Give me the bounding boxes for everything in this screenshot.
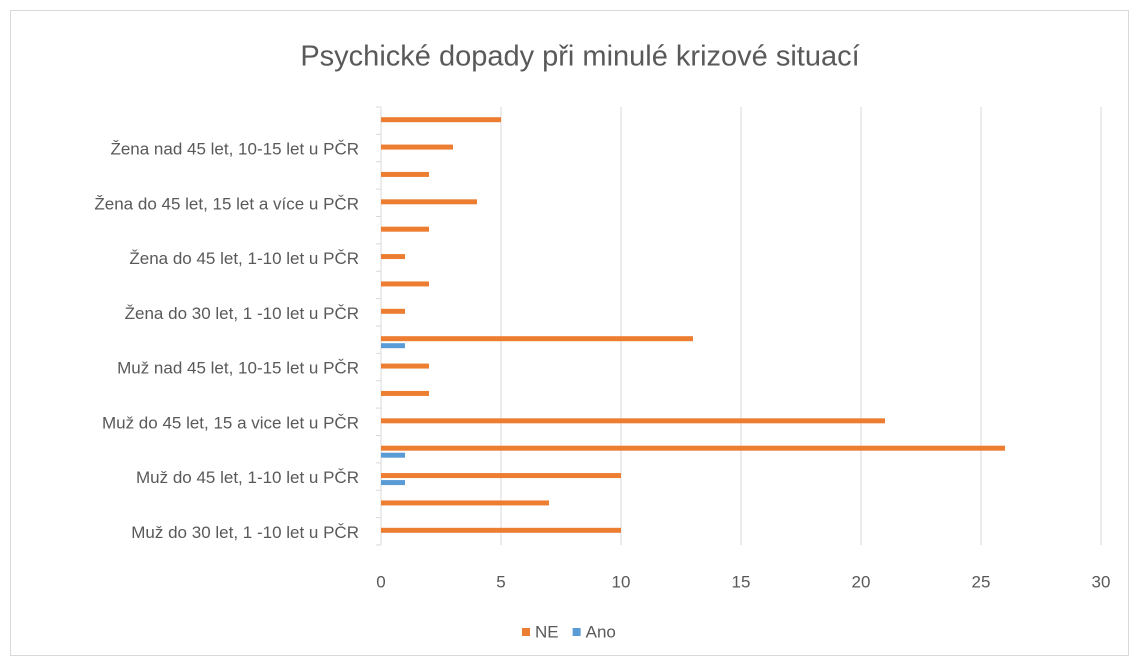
- x-tick-label: 30: [1092, 572, 1111, 591]
- y-tick-label: Muž do 30 let, 1 -10 let u PČR: [131, 523, 359, 542]
- x-tick-label: 20: [852, 572, 871, 591]
- chart-border: [10, 10, 1129, 656]
- y-tick-label: Žena do 45 let, 1-10 let u PČR: [129, 249, 359, 268]
- bar: [381, 390, 429, 396]
- y-tick-label: Žena nad 45 let, 10-15 let u PČR: [110, 140, 359, 159]
- x-tick-label: 0: [376, 572, 385, 591]
- bar: [381, 336, 693, 342]
- bar: [381, 144, 453, 150]
- x-tick-label: 10: [612, 572, 631, 591]
- bar: [381, 363, 429, 369]
- y-tick-label: Muž do 45 let, 1-10 let u PČR: [136, 468, 359, 487]
- legend-swatch: [572, 628, 581, 636]
- bar: [381, 418, 885, 424]
- bar: [381, 343, 405, 349]
- x-tick-label: 5: [496, 572, 505, 591]
- bar: [381, 171, 429, 177]
- bar: [381, 527, 621, 533]
- y-tick-label: Muž do 45 let, 15 a vice let u PČR: [102, 413, 359, 432]
- y-tick-label: Žena do 45 let, 15 let a více u PČR: [94, 194, 359, 213]
- legend-swatch: [522, 628, 530, 636]
- y-tick-label: Žena do 30 let, 1 -10 let u PČR: [125, 304, 359, 323]
- bar: [381, 308, 405, 314]
- legend-label: Ano: [586, 622, 616, 641]
- bar: [381, 500, 549, 506]
- y-tick-label: Muž nad 45 let, 10-15 let u PČR: [117, 359, 359, 378]
- x-tick-label: 25: [972, 572, 991, 591]
- bar: [381, 281, 429, 287]
- bar: [381, 480, 405, 486]
- bar: [381, 199, 477, 205]
- bar: [381, 473, 621, 479]
- legend-label: NE: [535, 622, 559, 641]
- bar: [381, 254, 405, 260]
- x-tick-label: 15: [732, 572, 751, 591]
- bar: [381, 226, 429, 232]
- bar: [381, 117, 501, 123]
- bar: [381, 445, 1005, 451]
- chart-title: Psychické dopady při minulé krizové situ…: [300, 41, 859, 73]
- bar: [381, 452, 405, 458]
